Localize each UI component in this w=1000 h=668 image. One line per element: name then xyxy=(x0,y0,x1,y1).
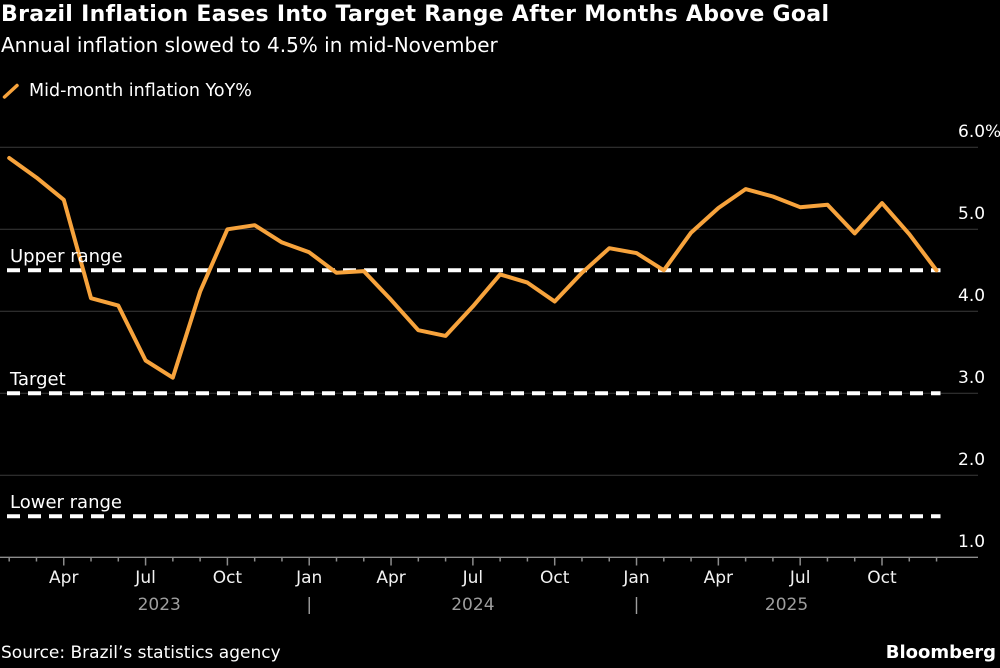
legend: Mid-month inflation YoY% xyxy=(2,81,252,101)
source-note: Source: Brazil’s statistics agency xyxy=(1,643,281,663)
legend-label: Mid-month inflation YoY% xyxy=(29,81,252,101)
page-subtitle: Annual inflation slowed to 4.5% in mid-N… xyxy=(1,33,498,57)
legend-line-icon xyxy=(2,83,19,99)
bloomberg-logo: Bloomberg xyxy=(885,642,996,663)
series-line-mid-month-inflation xyxy=(7,156,939,380)
page-title: Brazil Inflation Eases Into Target Range… xyxy=(1,2,830,27)
